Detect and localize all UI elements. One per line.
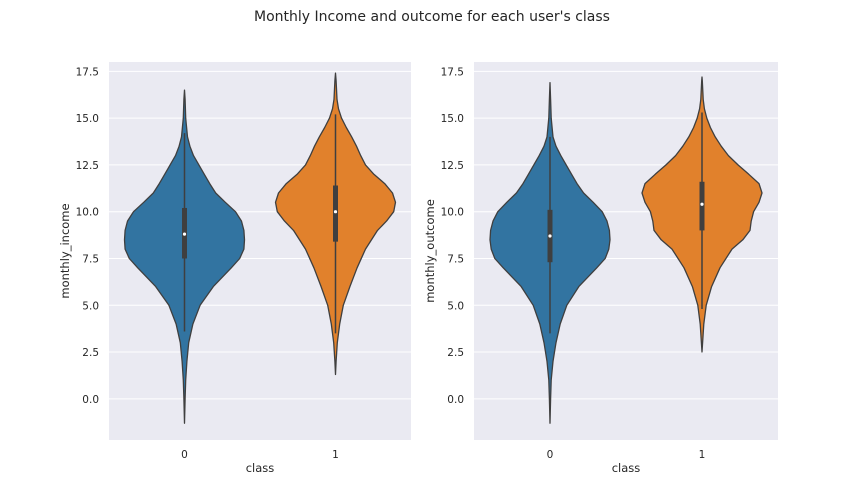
outcome-x-tick-label: 0 xyxy=(547,449,554,461)
outcome-violin-iqr-box-1 xyxy=(699,181,705,231)
income-violin-median-1 xyxy=(333,210,338,214)
outcome-y-tick-label: 5.0 xyxy=(447,300,464,312)
outcome-violin-median-0 xyxy=(548,234,552,238)
income-x-tick-label: 1 xyxy=(332,449,339,461)
income-y-tick-label: 5.0 xyxy=(82,300,99,312)
income-y-tick-label: 0.0 xyxy=(82,394,99,406)
income-x-tick-label: 0 xyxy=(181,449,188,461)
income-violin-median-0 xyxy=(182,232,187,236)
outcome-x-tick-label: 1 xyxy=(699,449,706,461)
income-y-tick-label: 7.5 xyxy=(82,253,99,265)
income-y-tick-label: 12.5 xyxy=(76,160,99,172)
outcome-y-axis-label: monthly_outcome xyxy=(423,199,437,303)
outcome-y-tick-label: 0.0 xyxy=(447,394,464,406)
income-y-axis-label: monthly_income xyxy=(58,203,72,298)
outcome-y-tick-label: 2.5 xyxy=(447,347,464,359)
income-y-tick-label: 10.0 xyxy=(76,207,99,219)
outcome-x-axis-label: class xyxy=(612,461,641,475)
income-x-axis-label: class xyxy=(246,461,275,475)
income-y-tick-label: 15.0 xyxy=(76,113,99,125)
outcome-y-tick-label: 15.0 xyxy=(441,113,464,125)
income-violin-iqr-box-1 xyxy=(333,185,338,242)
outcome-gridlines xyxy=(474,70,778,400)
income-y-tick-label: 17.5 xyxy=(76,66,99,78)
outcome-violin-median-1 xyxy=(700,202,704,206)
income-y-tick-labels: 0.0 2.5 5.0 7.5 10.0 12.5 15.0 17.5 xyxy=(76,66,99,405)
income-y-tick-label: 2.5 xyxy=(82,347,99,359)
outcome-y-tick-label: 12.5 xyxy=(441,160,464,172)
figure-title: Monthly Income and outcome for each user… xyxy=(254,9,610,25)
outcome-y-tick-label: 7.5 xyxy=(447,253,464,265)
outcome-y-tick-labels: 0.0 2.5 5.0 7.5 10.0 12.5 15.0 17.5 xyxy=(441,66,464,405)
outcome-y-tick-label: 10.0 xyxy=(441,207,464,219)
outcome-violins xyxy=(489,76,763,424)
outcome-y-tick-label: 17.5 xyxy=(441,66,464,78)
income-violins xyxy=(123,72,397,424)
